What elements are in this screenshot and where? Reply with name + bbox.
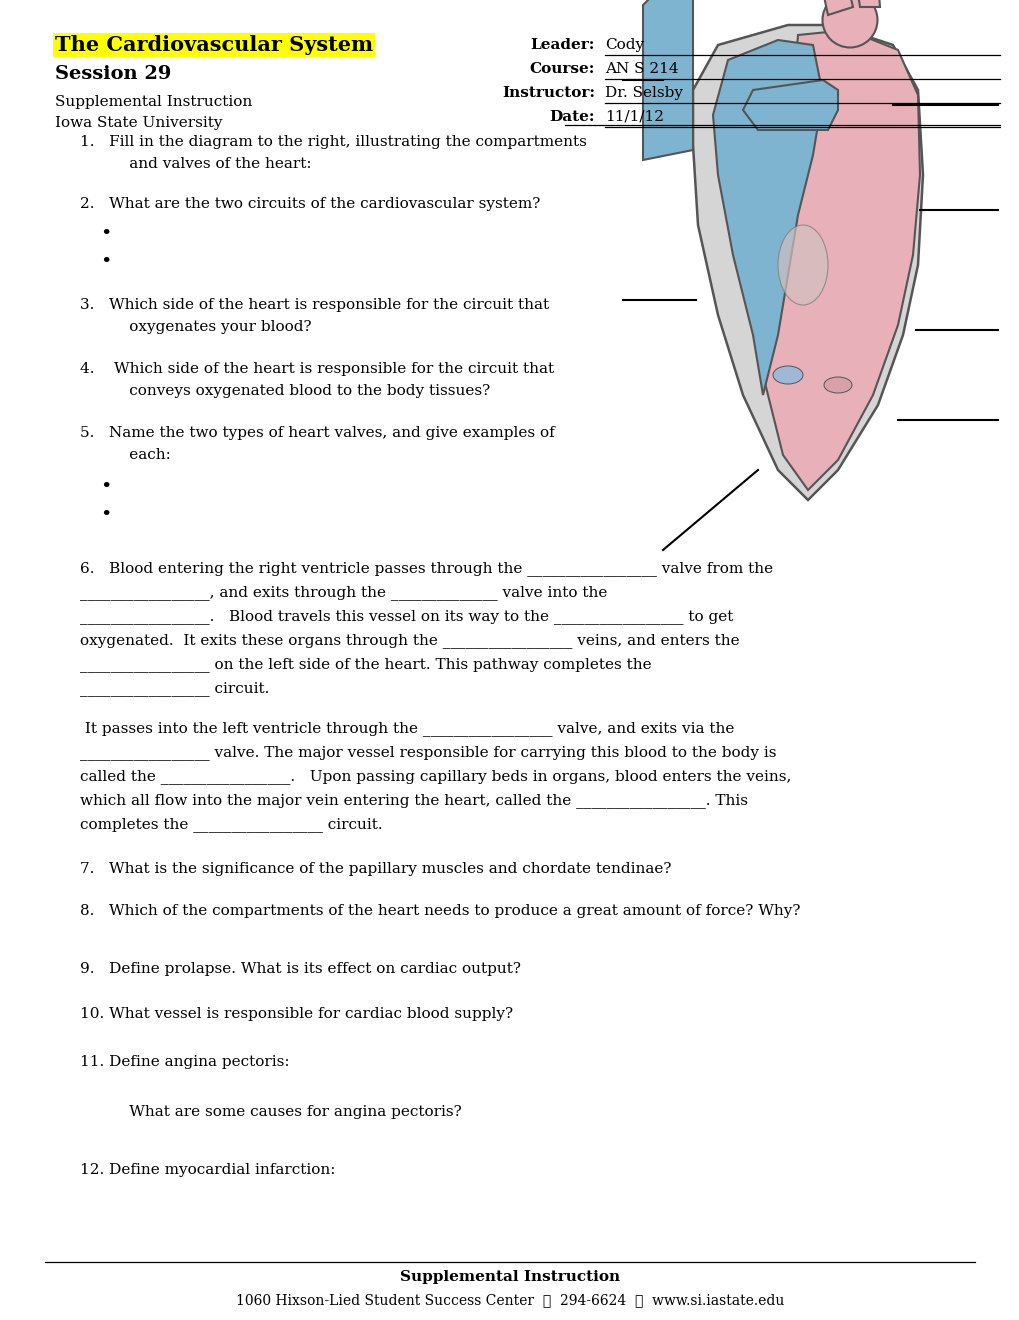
Text: •: • [100, 478, 111, 496]
Text: Dr. Selsby: Dr. Selsby [604, 86, 683, 100]
Text: 9.   Define prolapse. What is its effect on cardiac output?: 9. Define prolapse. What is its effect o… [79, 962, 521, 975]
Text: What are some causes for angina pectoris?: What are some causes for angina pectoris… [100, 1105, 462, 1119]
Text: 10. What vessel is responsible for cardiac blood supply?: 10. What vessel is responsible for cardi… [79, 1007, 513, 1020]
Text: The Cardiovascular System: The Cardiovascular System [55, 36, 373, 55]
Polygon shape [757, 30, 919, 490]
Polygon shape [692, 25, 922, 500]
Text: _________________ circuit.: _________________ circuit. [79, 681, 269, 696]
Text: 11. Define angina pectoris:: 11. Define angina pectoris: [79, 1055, 289, 1069]
Text: _________________, and exits through the ______________ valve into the: _________________, and exits through the… [79, 585, 606, 599]
Text: each:: each: [100, 447, 171, 462]
Text: It passes into the left ventricle through the _________________ valve, and exits: It passes into the left ventricle throug… [79, 721, 734, 735]
Text: oxygenated.  It exits these organs through the _________________ veins, and ente: oxygenated. It exits these organs throug… [79, 634, 739, 648]
Text: _________________ on the left side of the heart. This pathway completes the: _________________ on the left side of th… [79, 657, 651, 672]
Text: 6.   Blood entering the right ventricle passes through the _________________ val: 6. Blood entering the right ventricle pa… [79, 561, 772, 576]
Polygon shape [642, 0, 692, 160]
Text: 3.   Which side of the heart is responsible for the circuit that: 3. Which side of the heart is responsibl… [79, 298, 548, 312]
Text: Supplemental Instruction: Supplemental Instruction [55, 95, 252, 110]
Text: 12. Define myocardial infarction:: 12. Define myocardial infarction: [79, 1163, 335, 1177]
Text: Cody: Cody [604, 38, 643, 51]
Text: 1060 Hixson-Lied Student Success Center  ❖  294-6624  ❖  www.si.iastate.edu: 1060 Hixson-Lied Student Success Center … [235, 1294, 784, 1307]
Ellipse shape [823, 378, 851, 393]
Text: _________________.   Blood travels this vessel on its way to the _______________: _________________. Blood travels this ve… [79, 609, 733, 624]
Polygon shape [742, 81, 838, 129]
Text: called the _________________.   Upon passing capillary beds in organs, blood ent: called the _________________. Upon passi… [79, 770, 791, 784]
Text: _________________ valve. The major vessel responsible for carrying this blood to: _________________ valve. The major vesse… [79, 744, 775, 760]
Text: 5.   Name the two types of heart valves, and give examples of: 5. Name the two types of heart valves, a… [79, 426, 554, 440]
Text: which all flow into the major vein entering the heart, called the ______________: which all flow into the major vein enter… [79, 793, 747, 808]
Text: completes the _________________ circuit.: completes the _________________ circuit. [79, 817, 382, 832]
Ellipse shape [821, 0, 876, 48]
Text: 1.   Fill in the diagram to the right, illustrating the compartments: 1. Fill in the diagram to the right, ill… [79, 135, 586, 149]
Text: 8.   Which of the compartments of the heart needs to produce a great amount of f: 8. Which of the compartments of the hear… [79, 904, 800, 917]
Text: 4.    Which side of the heart is responsible for the circuit that: 4. Which side of the heart is responsibl… [79, 362, 553, 376]
Polygon shape [812, 0, 852, 15]
Text: 2.   What are the two circuits of the cardiovascular system?: 2. What are the two circuits of the card… [79, 197, 540, 211]
Text: oxygenates your blood?: oxygenates your blood? [100, 319, 312, 334]
Text: Leader:: Leader: [530, 38, 594, 51]
Text: •: • [100, 506, 111, 524]
Text: AN S 214: AN S 214 [604, 62, 678, 77]
Text: Session 29: Session 29 [55, 65, 171, 83]
Text: 11/1/12: 11/1/12 [604, 110, 663, 124]
Text: •: • [100, 224, 111, 243]
Text: 7.   What is the significance of the papillary muscles and chordate tendinae?: 7. What is the significance of the papil… [79, 862, 671, 876]
Text: conveys oxygenated blood to the body tissues?: conveys oxygenated blood to the body tis… [100, 384, 490, 399]
Text: Supplemental Instruction: Supplemental Instruction [399, 1270, 620, 1284]
Ellipse shape [772, 366, 802, 384]
Text: Date:: Date: [549, 110, 594, 124]
Text: •: • [100, 253, 111, 271]
Polygon shape [712, 40, 822, 395]
Polygon shape [849, 0, 879, 7]
Ellipse shape [777, 224, 827, 305]
Text: Instructor:: Instructor: [501, 86, 594, 100]
Text: Iowa State University: Iowa State University [55, 116, 222, 129]
Text: and valves of the heart:: and valves of the heart: [100, 157, 312, 172]
Text: Course:: Course: [529, 62, 594, 77]
